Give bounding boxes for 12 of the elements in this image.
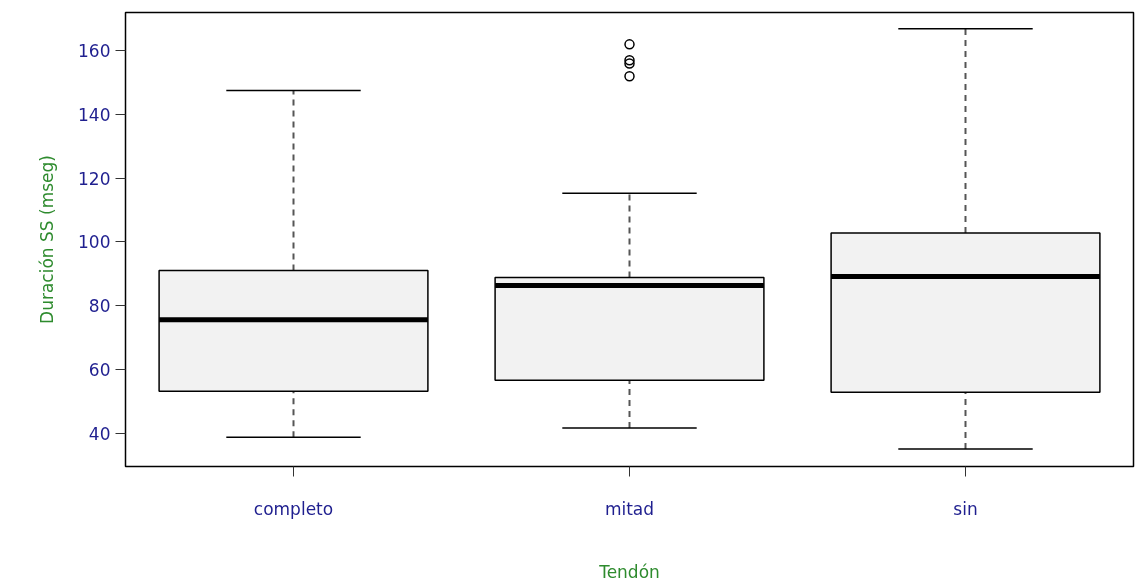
y-tick-label: 140	[78, 104, 111, 125]
x-tick-label: sin	[953, 498, 978, 519]
y-tick-label: 40	[88, 423, 111, 444]
y-tick-label: 120	[78, 168, 111, 189]
x-tick-label: mitad	[604, 498, 655, 519]
x-tick-label: completo	[253, 498, 334, 519]
y-tick-label: 160	[78, 41, 111, 62]
y-axis-title: Duración SS (mseg)	[37, 155, 58, 324]
x-axis-title: Tendón	[598, 561, 660, 582]
y-tick-label: 80	[88, 296, 111, 317]
y-tick-label: 100	[78, 232, 111, 253]
y-tick-label: 60	[88, 359, 111, 380]
